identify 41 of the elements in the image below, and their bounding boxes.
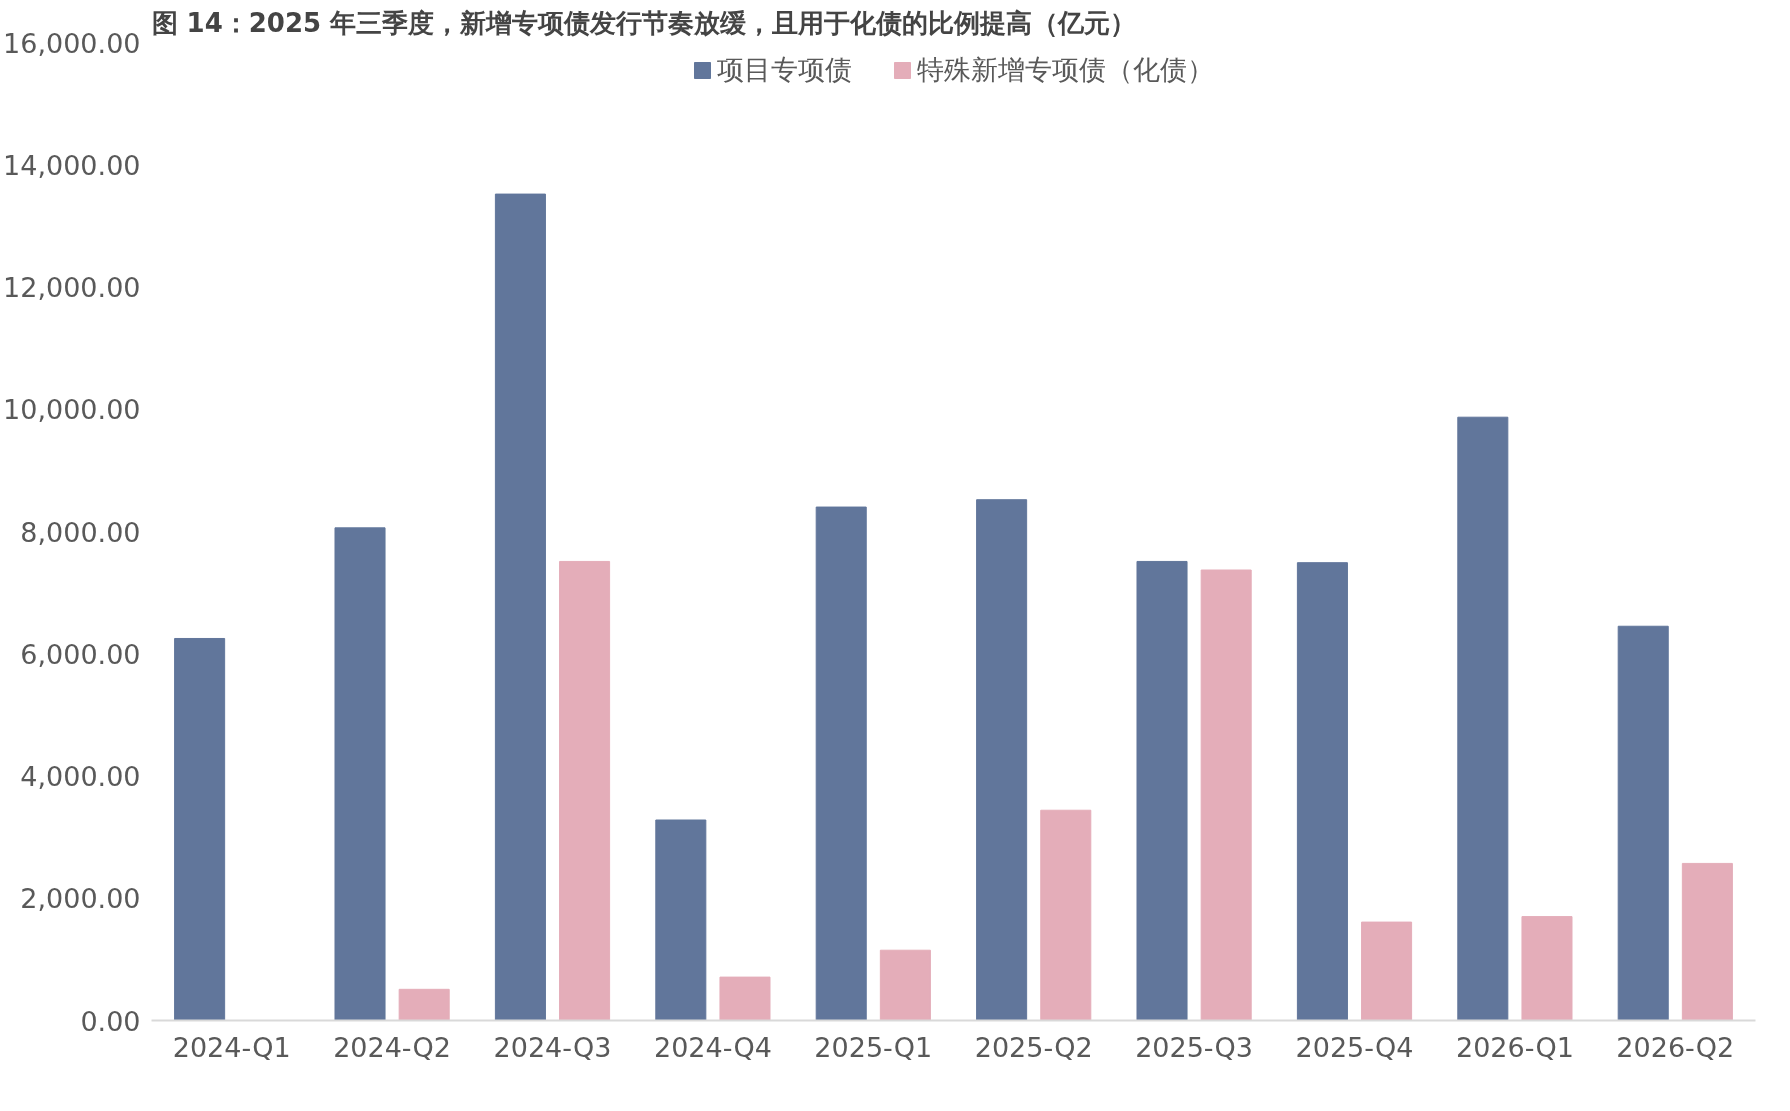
x-tick-label: 2024-Q1: [172, 1031, 291, 1063]
bar: [1361, 921, 1413, 1021]
bar: [1200, 569, 1252, 1021]
legend-label: 项目专项债: [717, 53, 852, 87]
bar: [879, 949, 931, 1021]
bar: [719, 976, 771, 1021]
y-tick-label: 10,000.00: [3, 394, 141, 426]
bar: [559, 560, 611, 1021]
bar: [174, 637, 226, 1021]
x-tick-label: 2026-Q2: [1616, 1031, 1735, 1063]
bar: [1521, 916, 1573, 1021]
x-tick-label: 2024-Q2: [333, 1031, 452, 1063]
bar: [1136, 560, 1188, 1021]
y-tick-label: 4,000.00: [20, 761, 141, 792]
bar: [655, 819, 707, 1021]
x-tick-label: 2025-Q1: [814, 1031, 933, 1063]
y-tick-label: 8,000.00: [20, 516, 141, 548]
bar: [1617, 625, 1669, 1021]
bar: [1457, 416, 1509, 1021]
y-tick-label: 0.00: [80, 1005, 141, 1037]
x-tick-label: 2026-Q1: [1455, 1031, 1574, 1063]
x-tick-label: 2025-Q4: [1295, 1031, 1414, 1063]
bar: [1040, 809, 1092, 1021]
y-tick-label: 12,000.00: [3, 272, 141, 303]
x-tick-label: 2024-Q3: [493, 1031, 612, 1063]
bar: [334, 527, 386, 1021]
bar: [494, 193, 546, 1021]
bar: [815, 506, 867, 1021]
bar: [1681, 862, 1733, 1021]
x-tick-label: 2025-Q2: [974, 1031, 1093, 1063]
y-tick-label: 16,000.00: [3, 27, 141, 59]
y-tick-label: 14,000.00: [3, 149, 141, 181]
bar: [1296, 562, 1348, 1021]
y-tick-label: 2,000.00: [20, 883, 141, 915]
legend-label: 特殊新增专项债（化债）: [917, 53, 1214, 87]
chart-title: 图 14：2025 年三季度，新增专项债发行节奏放缓，且用于化债的比例提高（亿元）: [151, 7, 1137, 38]
y-tick-label: 6,000.00: [20, 638, 141, 670]
bar: [976, 499, 1028, 1021]
bar: [398, 988, 450, 1021]
x-tick-label: 2025-Q3: [1135, 1031, 1254, 1063]
x-tick-label: 2024-Q4: [653, 1031, 772, 1063]
